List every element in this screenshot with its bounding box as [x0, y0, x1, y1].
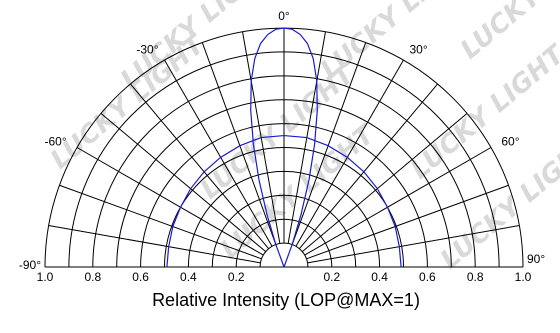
- grid-spoke: [129, 83, 270, 250]
- grid-spoke: [295, 59, 404, 247]
- polar-grid: [44, 27, 524, 268]
- intensity-curve-1: [250, 27, 318, 268]
- radial-tick-label: 0.4: [180, 270, 197, 284]
- grid-spoke: [291, 42, 367, 245]
- angle-label: -90°: [19, 258, 41, 272]
- grid-spoke: [307, 225, 520, 264]
- grid-spoke: [306, 184, 509, 260]
- grid-spoke: [76, 147, 264, 256]
- grid-circle: [259, 242, 309, 268]
- angle-label: -60°: [44, 135, 66, 149]
- radial-tick-label: 0.2: [323, 270, 340, 284]
- grid-spoke: [48, 225, 261, 264]
- radial-tick-label: 0.8: [84, 270, 101, 284]
- radial-tick-label: 0.8: [467, 270, 484, 284]
- radial-tick-label: 1.0: [37, 270, 54, 284]
- grid-spoke: [100, 112, 267, 253]
- intensity-curve-2: [166, 134, 402, 268]
- radial-tick-label: 0.6: [132, 270, 149, 284]
- angle-label: 30°: [410, 43, 428, 57]
- watermark-text: LUCKY LIGHT: [195, 59, 362, 206]
- angle-label: 0°: [278, 9, 290, 23]
- radial-tick-label: 0.6: [419, 270, 436, 284]
- angle-label: 90°: [527, 252, 545, 266]
- intensity-curves: [166, 27, 402, 268]
- axis-labels: 1.0 0.8 0.6 0.4 0.2 0.2 0.4 0.6 0.8 1.0-90°-60°-3…: [19, 9, 546, 284]
- watermark-text: LUCKY LIGHT: [405, 39, 560, 186]
- grid-spoke: [164, 59, 273, 247]
- grid-spoke: [301, 112, 468, 253]
- grid-spoke: [59, 184, 262, 260]
- angle-label: -30°: [136, 43, 158, 57]
- grid-spoke: [298, 83, 439, 250]
- radial-tick-label: 0.2: [228, 270, 245, 284]
- radial-tick-label: 0.4: [371, 270, 388, 284]
- grid-spoke: [304, 147, 492, 256]
- chart-title: Relative Intensity (LOP@MAX=1): [152, 290, 420, 310]
- grid-spoke: [201, 42, 277, 245]
- radial-tick-label: 1.0: [515, 270, 532, 284]
- angle-label: 60°: [501, 135, 519, 149]
